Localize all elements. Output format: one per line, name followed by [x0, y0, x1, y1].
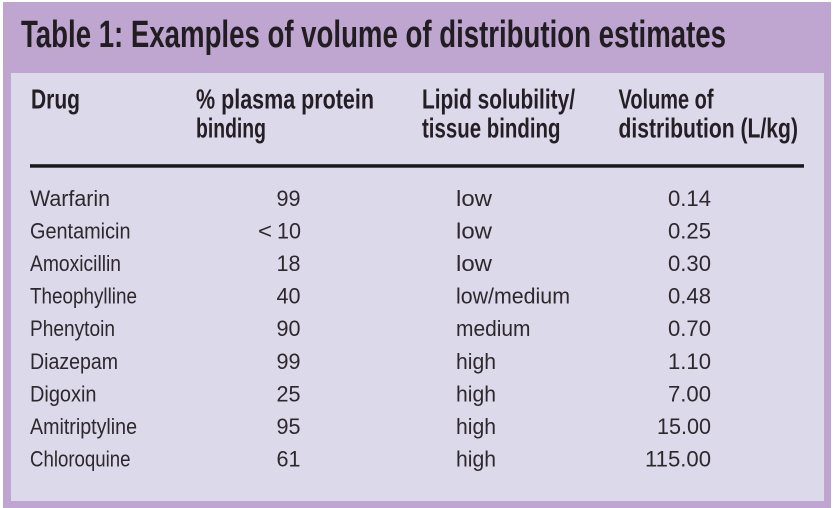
- svg-text:Drug: Drug: [31, 83, 80, 114]
- svg-text:Gentamicin: Gentamicin: [30, 219, 131, 244]
- svg-text:7.00: 7.00: [668, 381, 711, 406]
- svg-text:0.14: 0.14: [668, 186, 711, 211]
- svg-text:115.00: 115.00: [645, 446, 711, 471]
- svg-text:61: 61: [277, 446, 301, 471]
- svg-text:99: 99: [277, 186, 301, 211]
- svg-text:high: high: [456, 349, 496, 374]
- svg-text:95: 95: [277, 414, 301, 439]
- svg-text:binding: binding: [196, 112, 266, 143]
- svg-text:0.25: 0.25: [668, 219, 711, 244]
- svg-text:25: 25: [277, 381, 301, 406]
- svg-text:high: high: [456, 381, 496, 406]
- svg-text:90: 90: [277, 316, 301, 341]
- svg-text:15.00: 15.00: [657, 414, 711, 439]
- svg-text:0.30: 0.30: [668, 251, 711, 276]
- svg-text:40: 40: [277, 284, 301, 309]
- svg-text:99: 99: [277, 349, 301, 374]
- svg-text:<: <: [258, 219, 272, 244]
- svg-text:0.48: 0.48: [668, 284, 711, 309]
- svg-text:18: 18: [277, 251, 301, 276]
- svg-text:low: low: [456, 251, 492, 276]
- svg-text:Phenytoin: Phenytoin: [30, 316, 115, 341]
- svg-text:tissue binding: tissue binding: [422, 112, 561, 143]
- svg-text:Theophylline: Theophylline: [30, 284, 137, 309]
- svg-text:Warfarin: Warfarin: [30, 186, 110, 211]
- svg-text:0.70: 0.70: [668, 316, 711, 341]
- svg-text:low: low: [456, 186, 492, 211]
- svg-text:% plasma protein: % plasma protein: [196, 83, 374, 114]
- svg-text:Amitriptyline: Amitriptyline: [30, 414, 137, 439]
- svg-text:Digoxin: Digoxin: [30, 381, 97, 406]
- svg-text:Amoxicillin: Amoxicillin: [30, 251, 121, 276]
- svg-text:1.10: 1.10: [668, 349, 711, 374]
- svg-text:Lipid solubility/: Lipid solubility/: [422, 83, 575, 114]
- svg-text:medium: medium: [456, 316, 531, 341]
- svg-text:Diazepam: Diazepam: [30, 349, 118, 374]
- svg-text:low/medium: low/medium: [456, 284, 570, 309]
- svg-text:Table 1: Examples of volume of: Table 1: Examples of volume of distribut…: [21, 14, 726, 56]
- svg-text:distribution (L/kg): distribution (L/kg): [619, 112, 799, 143]
- svg-text:high: high: [456, 446, 496, 471]
- svg-text:low: low: [456, 219, 492, 244]
- svg-text:high: high: [456, 414, 496, 439]
- svg-text:Chloroquine: Chloroquine: [30, 446, 131, 471]
- svg-text:10: 10: [277, 219, 301, 244]
- svg-text:Volume of: Volume of: [619, 83, 714, 114]
